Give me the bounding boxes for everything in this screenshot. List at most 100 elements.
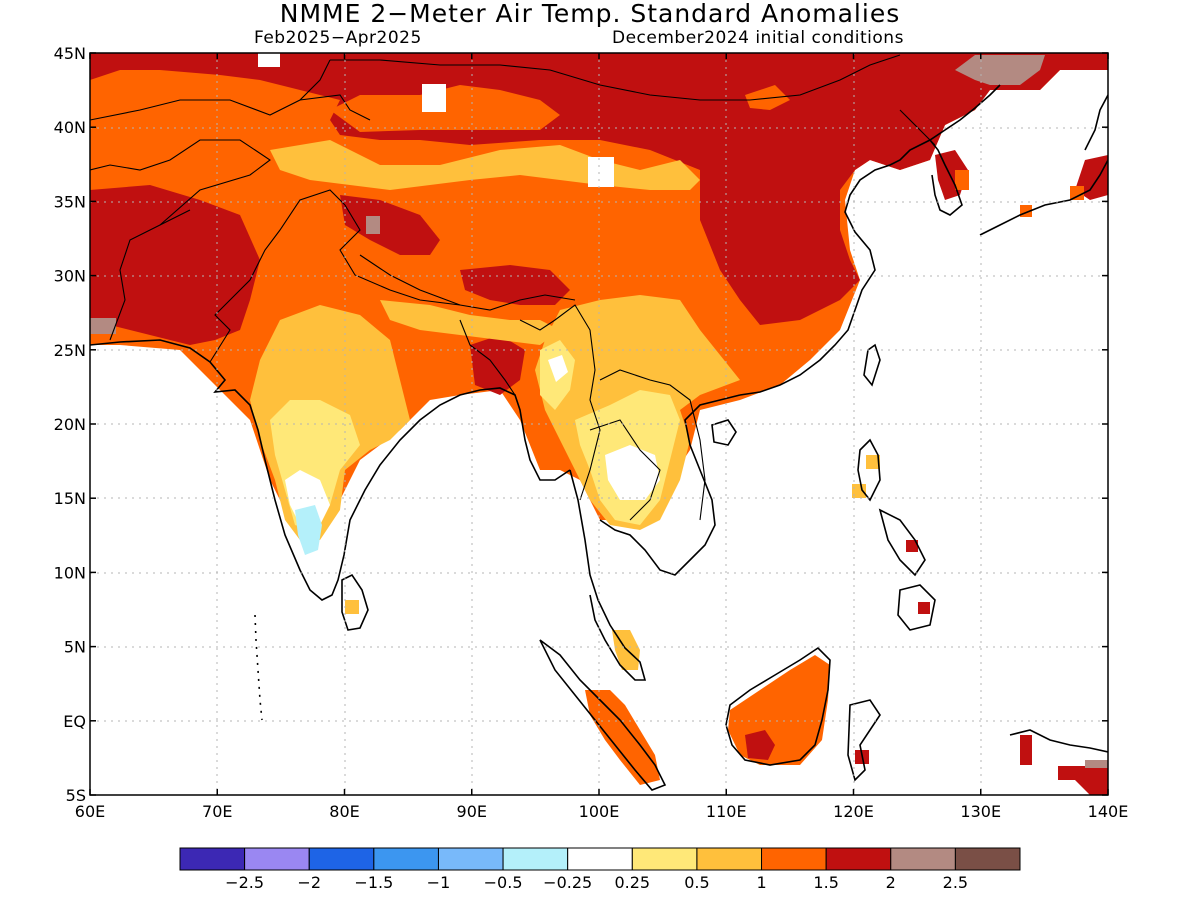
colorbar-swatch <box>437 847 504 871</box>
colorbar-label: −1.5 <box>354 873 393 892</box>
coastline-mindanao <box>897 584 936 631</box>
colorbar-labels: −2.5 −2 −1.5 −1 −0.5 −0.25 0.25 0.5 1 1.5 2 2.5 <box>225 873 968 892</box>
lat-label: 15N <box>54 489 86 508</box>
anomaly-brown-northeast <box>955 55 1045 85</box>
anomaly-fields <box>90 53 1108 795</box>
forecast-period: Feb2025−Apr2025 <box>254 28 422 48</box>
colorbar-label: −1 <box>427 873 451 892</box>
lat-label: 30N <box>54 267 86 286</box>
country-borders <box>90 54 936 521</box>
lon-label: 120E <box>833 802 874 821</box>
coastline-sulawesi <box>847 699 881 782</box>
coastline-hainan <box>711 419 737 446</box>
colorbar <box>179 847 1021 871</box>
lon-label: 60E <box>75 802 105 821</box>
coastline-visayas <box>878 508 926 577</box>
anomaly-pocket-orange-2 <box>745 85 790 110</box>
anomaly-philippines-2 <box>852 484 866 498</box>
missing-square-2 <box>422 84 446 112</box>
colorbar-swatch <box>954 847 1021 871</box>
coastlines <box>90 84 1108 791</box>
anomaly-new-guinea-1 <box>1020 735 1032 765</box>
lat-label: 10N <box>54 563 86 582</box>
axis-ticks <box>89 52 1109 796</box>
border-nepal <box>359 254 461 306</box>
anomaly-new-guinea-2 <box>1058 766 1108 795</box>
border-laos-vietnam <box>599 369 706 521</box>
colorbar-label: 2 <box>886 873 896 892</box>
colorbar-swatch <box>308 847 375 871</box>
missing-square-3 <box>588 157 614 187</box>
colorbar-swatch <box>825 847 892 871</box>
gridlines <box>90 53 1108 795</box>
anomaly-brown-newguinea <box>1085 760 1108 768</box>
anomaly-band-south-tibet <box>380 300 560 345</box>
colorbar-swatch <box>179 847 246 871</box>
colorbar-swatch <box>373 847 439 871</box>
lon-label: 80E <box>329 802 359 821</box>
border-thailand <box>589 419 661 521</box>
coastline-maldives <box>254 614 263 721</box>
coastline-india-west <box>90 339 571 601</box>
lon-label: 90E <box>457 802 487 821</box>
colorbar-label: −2.5 <box>225 873 264 892</box>
coastline-sri-lanka <box>341 573 369 631</box>
colorbar-swatch <box>696 847 763 871</box>
coastline-gulf-thailand <box>599 394 741 576</box>
anomaly-brown-tibet <box>366 216 380 234</box>
coastline-new-guinea <box>1009 729 1108 753</box>
lon-label: 100E <box>579 802 620 821</box>
lon-label: 130E <box>960 802 1001 821</box>
coastline-taiwan <box>863 343 881 387</box>
colorbar-swatch <box>761 847 827 871</box>
coastline-sumatra <box>539 639 667 791</box>
anomaly-field-red-tibet <box>340 195 440 255</box>
anomaly-white-myanmar <box>548 355 568 382</box>
anomaly-philippines-1 <box>866 455 880 469</box>
colorbar-label: −0.25 <box>543 873 592 892</box>
colorbar-label: 1 <box>756 873 766 892</box>
anomaly-field-sumatra <box>585 690 660 785</box>
anomaly-philippines-3 <box>906 540 918 552</box>
lon-label: 140E <box>1088 802 1129 821</box>
anomaly-brown-iran <box>90 318 116 334</box>
lat-label: 5S <box>66 786 86 805</box>
lat-label: 5N <box>64 638 86 657</box>
border-china-mongolia <box>330 54 901 101</box>
latitude-labels: 45N 40N 35N 30N 25N 20N 15N 10N 5N EQ 5S <box>54 44 86 805</box>
lat-label: 25N <box>54 341 86 360</box>
coastline-japan-north <box>1084 94 1108 151</box>
anomaly-sri-lanka <box>345 600 359 614</box>
anomaly-cyan-india <box>295 505 322 555</box>
coastline-indochina <box>569 469 647 681</box>
map-title: NMME 2−Meter Air Temp. Standard Anomalie… <box>279 0 901 28</box>
colorbar-swatch <box>631 847 698 871</box>
lat-label: 40N <box>54 118 86 137</box>
anomaly-red-borneo <box>745 730 775 760</box>
anomaly-white-thailand <box>605 445 660 500</box>
colorbar-swatch <box>890 847 956 871</box>
anomaly-korea-south <box>955 170 969 190</box>
border-india-china <box>339 204 576 311</box>
coastline-korea <box>929 139 963 216</box>
border-myanmar <box>519 304 601 501</box>
border-pakistan-india <box>209 189 346 363</box>
anomaly-mindanao <box>918 602 930 614</box>
colorbar-label: 0.5 <box>684 873 709 892</box>
coastline-borneo <box>725 646 831 766</box>
anomaly-field-borneo <box>728 655 830 765</box>
colorbar-label: 1.5 <box>813 873 838 892</box>
lon-label: 110E <box>706 802 747 821</box>
missing-square-1 <box>258 53 280 67</box>
border-iran-pakistan <box>109 209 191 341</box>
colorbar-swatch <box>567 847 633 871</box>
border-central-asia <box>90 59 331 121</box>
anomaly-field-red-north <box>90 53 1108 325</box>
colorbar-label: −0.5 <box>484 873 523 892</box>
anomaly-japan-orange <box>1070 186 1084 200</box>
lat-label: EQ <box>63 712 86 731</box>
colorbar-swatch <box>244 847 310 871</box>
colorbar-swatch <box>502 847 569 871</box>
lon-label: 70E <box>202 802 232 821</box>
